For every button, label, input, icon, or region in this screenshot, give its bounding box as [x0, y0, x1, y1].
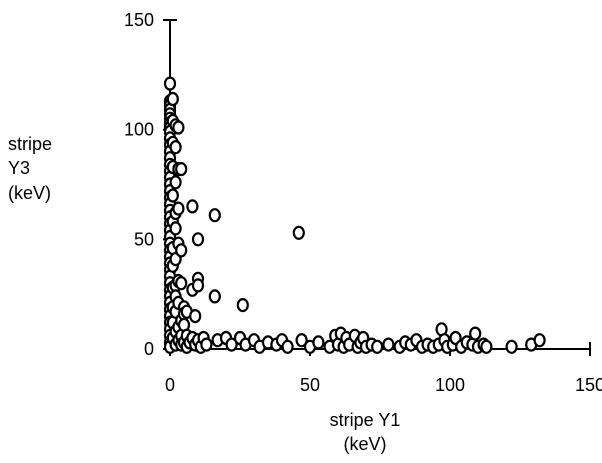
data-point: [166, 188, 179, 203]
data-point: [382, 337, 395, 352]
data-point: [469, 326, 482, 341]
data-point: [480, 339, 493, 354]
y-tick-label: 50: [134, 229, 154, 249]
data-point: [172, 201, 185, 216]
x-tick-label: 100: [435, 375, 465, 395]
y-axis-label-line-2: Y3: [8, 158, 31, 178]
data-point: [225, 337, 238, 352]
data-point: [292, 225, 305, 240]
x-axis-label-line-2: (keV): [343, 434, 387, 454]
data-point: [175, 162, 188, 177]
data-point: [169, 140, 182, 155]
data-point: [200, 337, 213, 352]
data-point: [175, 276, 188, 291]
data-point: [163, 76, 177, 91]
data-point: [191, 232, 205, 247]
data-point: [172, 120, 185, 135]
data-point: [186, 199, 199, 214]
data-point: [533, 333, 546, 348]
data-point: [191, 278, 205, 293]
data-point: [175, 243, 188, 258]
x-tick-label: 50: [300, 375, 320, 395]
x-tick-label: 0: [165, 375, 175, 395]
data-point: [166, 91, 179, 107]
data-point: [236, 298, 249, 313]
y-axis-label-line-3: (keV): [8, 183, 52, 203]
x-axis-label-line-1: stripe Y1: [329, 410, 401, 430]
y-tick-label: 100: [124, 120, 154, 140]
data-point: [189, 309, 202, 324]
data-point: [295, 333, 308, 348]
data-point: [281, 339, 294, 354]
data-point: [169, 175, 182, 190]
data-point: [208, 208, 221, 223]
data-point: [208, 289, 221, 304]
data-point: [505, 339, 518, 354]
data-point: [169, 221, 182, 236]
y-tick-label: 0: [144, 339, 154, 359]
y-tick-label: 150: [124, 10, 154, 30]
data-point: [371, 339, 384, 354]
x-tick-label: 150: [575, 375, 602, 395]
data-point: [312, 335, 325, 350]
y-axis-label-line-1: stripe: [8, 134, 53, 154]
